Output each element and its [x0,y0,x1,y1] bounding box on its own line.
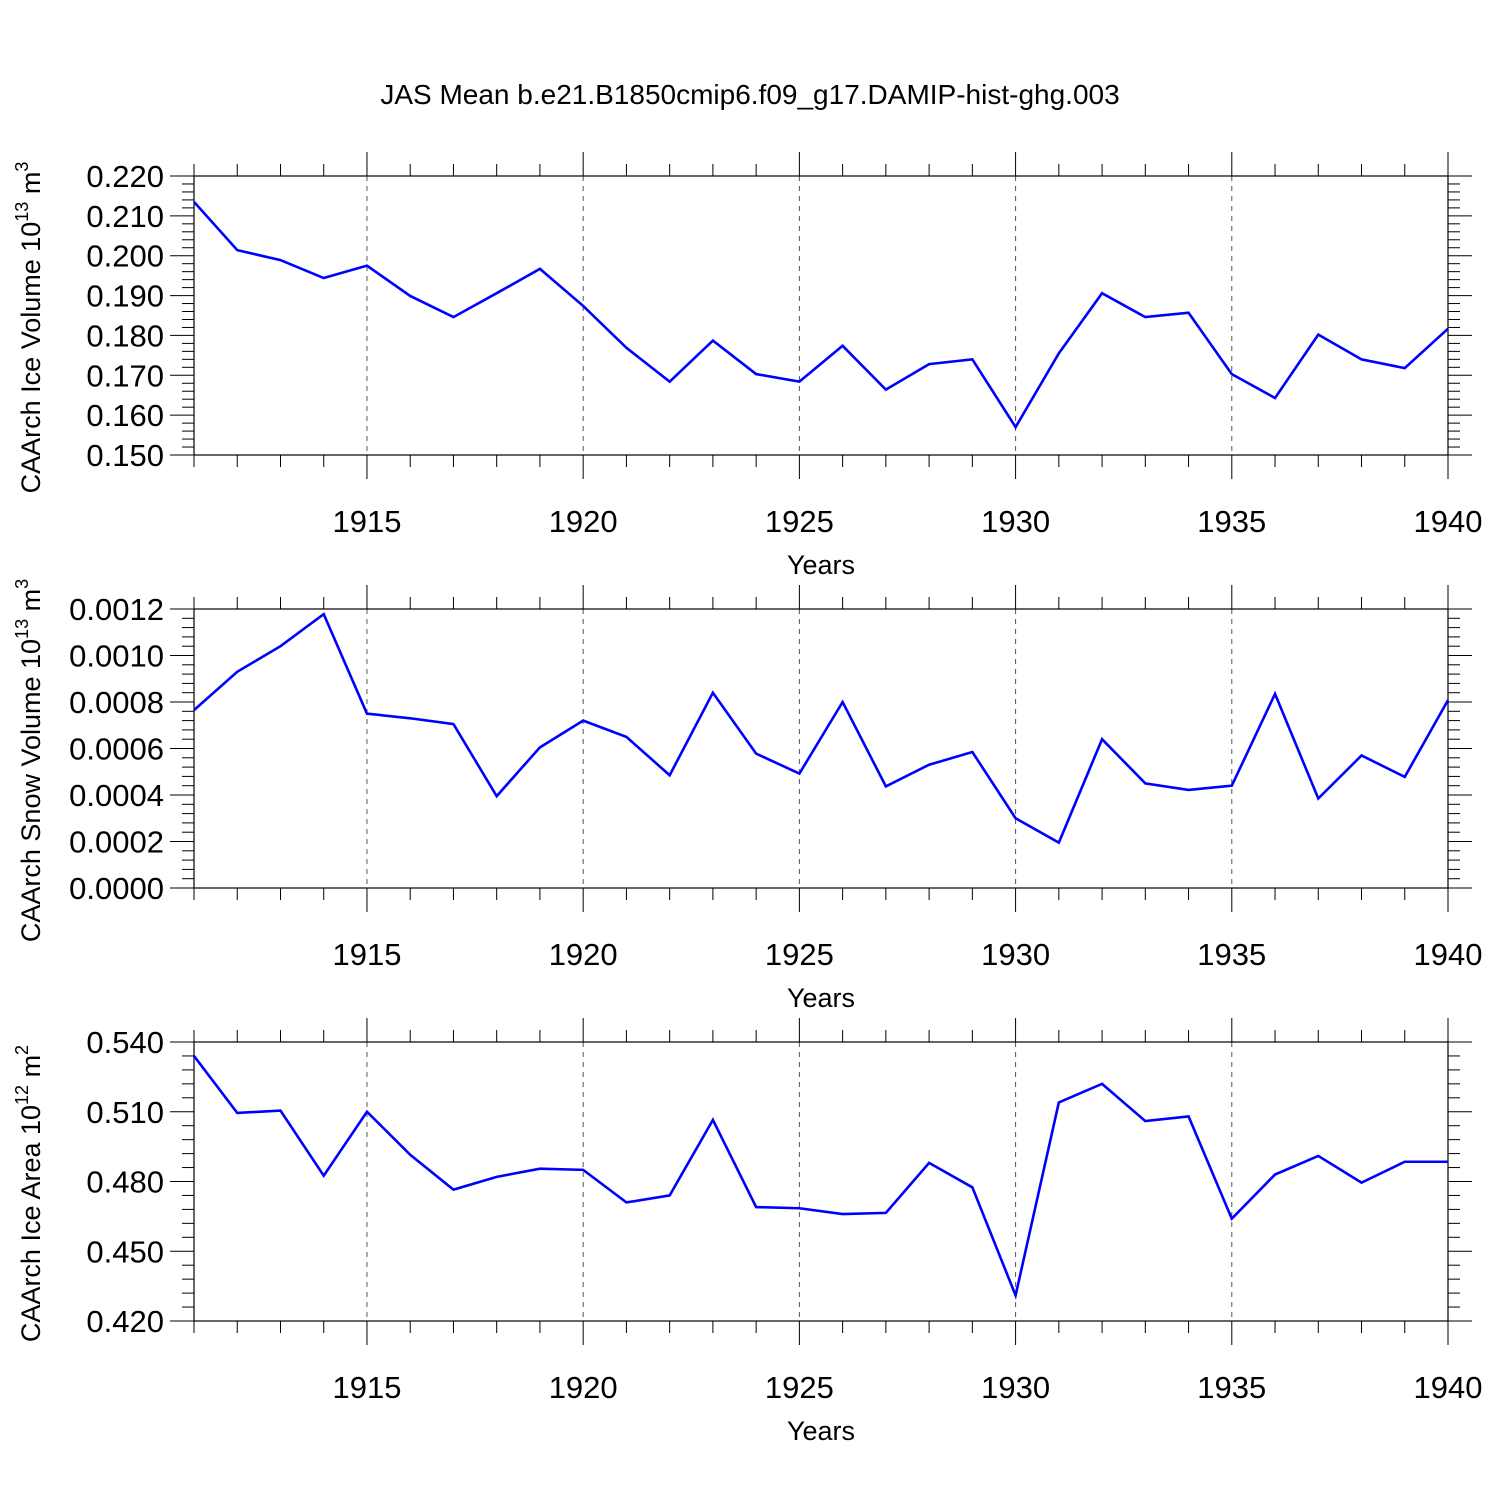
x-tick-label: 1935 [1197,937,1266,972]
x-tick-label: 1925 [765,937,834,972]
x-axis-label: Years [787,983,855,1013]
x-tick-label: 1925 [765,1370,834,1405]
y-axis-label-unit-exponent: 3 [12,162,32,172]
x-tick-label: 1925 [765,504,834,539]
y-axis-label-main: CAArch Snow Volume 10 [16,639,46,942]
x-tick-label: 1940 [1414,937,1483,972]
y-axis-label-exponent: 13 [12,202,32,222]
y-tick-label: 0.540 [86,1025,164,1060]
y-axis-label-unit: m [16,589,46,619]
x-tick-label: 1930 [981,1370,1050,1405]
y-axis-label-unit: m [16,1055,46,1085]
chart-title: JAS Mean b.e21.B1850cmip6.f09_g17.DAMIP-… [380,79,1119,110]
y-tick-label: 0.210 [86,199,164,234]
x-tick-label: 1935 [1197,1370,1266,1405]
panel-3: 0.420 0.450 0.480 0.510 0.540 1915 1920 1925 193… [12,1018,1482,1446]
y-tick-label: 0.0008 [69,685,164,720]
x-tick-label: 1940 [1414,504,1483,539]
y-tick-label: 0.180 [86,318,164,353]
y-axis-label-unit-exponent: 2 [12,1045,32,1055]
plot-frame [193,608,1449,889]
y-tick-label: 0.190 [86,279,164,314]
y-axis-label-unit-exponent: 3 [12,579,32,589]
y-axis-label-main: CAArch Ice Volume 10 [16,222,46,494]
x-tick-label: 1940 [1414,1370,1483,1405]
panel-2: 0.0000 0.0002 0.0004 0.0006 0.0008 0.0010 0.00… [12,579,1482,1013]
plot-frame [193,175,1449,456]
y-tick-label: 0.450 [86,1234,164,1269]
y-axis-label-unit: m [16,172,46,202]
y-tick-label: 0.220 [86,159,164,194]
y-tick-label: 0.200 [86,239,164,274]
y-tick-label: 0.510 [86,1095,164,1130]
y-tick-label: 0.150 [86,438,164,473]
y-tick-label: 0.480 [86,1165,164,1200]
y-tick-label: 0.0012 [69,592,164,627]
plot-frame [193,1041,1449,1322]
y-axis-label-main: CAArch Ice Area 10 [16,1105,46,1342]
x-tick-label: 1930 [981,937,1050,972]
series-line [193,612,1450,845]
panel-1: 0.150 0.160 0.170 0.180 0.190 0.200 0.210 0.220… [12,152,1482,580]
x-tick-label: 1915 [332,1370,401,1405]
y-tick-label: 0.170 [86,358,164,393]
series-line [193,201,1449,430]
y-axis-label: CAArch Ice Volume 1013 m3 [12,162,46,494]
y-tick-label: 0.420 [86,1304,164,1339]
y-tick-label: 0.0010 [69,639,164,674]
y-axis-label-exponent: 12 [12,1085,32,1105]
x-tick-label: 1915 [332,937,401,972]
x-tick-label: 1930 [981,504,1050,539]
x-tick-label: 1920 [549,1370,618,1405]
x-tick-label: 1915 [332,504,401,539]
x-axis-label: Years [787,550,855,580]
series-line [192,1055,1448,1300]
x-tick-label: 1935 [1197,504,1266,539]
y-tick-label: 0.0004 [69,778,164,813]
x-axis-label: Years [787,1416,855,1446]
y-tick-label: 0.0002 [69,825,164,860]
y-axis-label: CAArch Ice Area 1012 m2 [12,1045,46,1342]
y-tick-label: 0.0006 [69,732,164,767]
y-tick-label: 0.160 [86,398,164,433]
x-tick-label: 1920 [549,504,618,539]
y-tick-label: 0.0000 [69,871,164,906]
y-axis-label: CAArch Snow Volume 1013 m3 [12,579,46,942]
y-axis-label-exponent: 13 [12,619,32,639]
x-tick-label: 1920 [549,937,618,972]
